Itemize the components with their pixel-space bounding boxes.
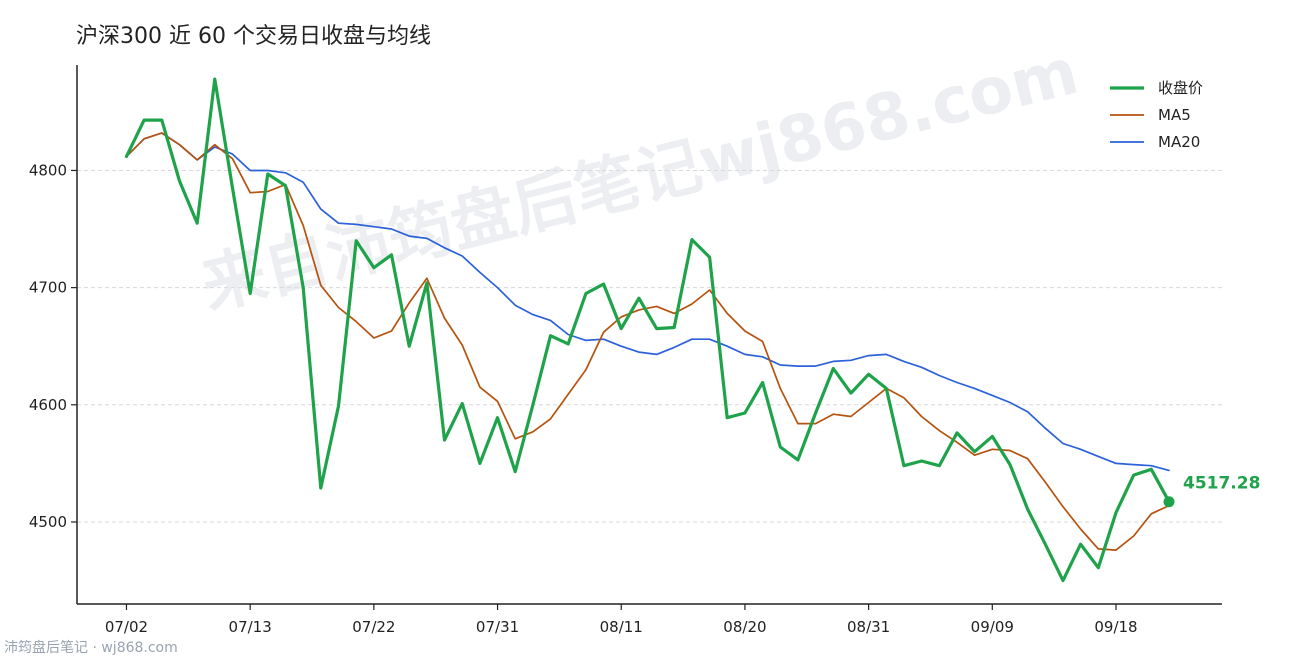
y-tick-label: 4700 [29,279,67,297]
y-tick-label: 4500 [29,513,67,531]
series-line-1 [125,132,1170,551]
ticks: 4500 4600 4700 4800 07/02 07/13 07/22 07/31 08/1… [29,161,1138,636]
watermark: 来自沛筠盘后笔记wj868.com [195,35,1086,324]
series [124,77,1171,583]
legend-label-1: MA5 [1158,106,1191,124]
watermark-footer: 沛筠盘后笔记 · wj868.com [4,639,178,656]
x-tick-label: 09/09 [971,618,1014,636]
last-value-label: 4517.28 [1183,474,1260,494]
axes [76,65,1222,605]
legend: 收盘价 MA5 MA20 [1110,79,1203,151]
y-tick-label: 4800 [29,161,67,179]
x-tick-label: 07/22 [352,618,395,636]
legend-label-2: MA20 [1158,133,1200,151]
last-point-marker [1163,496,1175,508]
x-tick-label: 07/31 [476,618,519,636]
series-line-0 [124,77,1171,583]
x-tick-label: 08/31 [847,618,890,636]
y-tick-label: 4600 [29,396,67,414]
watermark-main: 来自沛筠盘后笔记wj868.com [195,35,1086,324]
x-tick-label: 09/18 [1094,618,1137,636]
legend-label-0: 收盘价 [1158,79,1203,97]
series-line-2 [125,132,1170,472]
chart-title: 沪深300 近 60 个交易日收盘与均线 [76,24,431,49]
grid [77,169,1222,523]
annotations: 4517.28 [1163,474,1260,508]
x-tick-label: 08/11 [600,618,643,636]
x-tick-label: 07/02 [105,618,148,636]
x-tick-label: 08/20 [723,618,766,636]
x-tick-label: 07/13 [229,618,272,636]
